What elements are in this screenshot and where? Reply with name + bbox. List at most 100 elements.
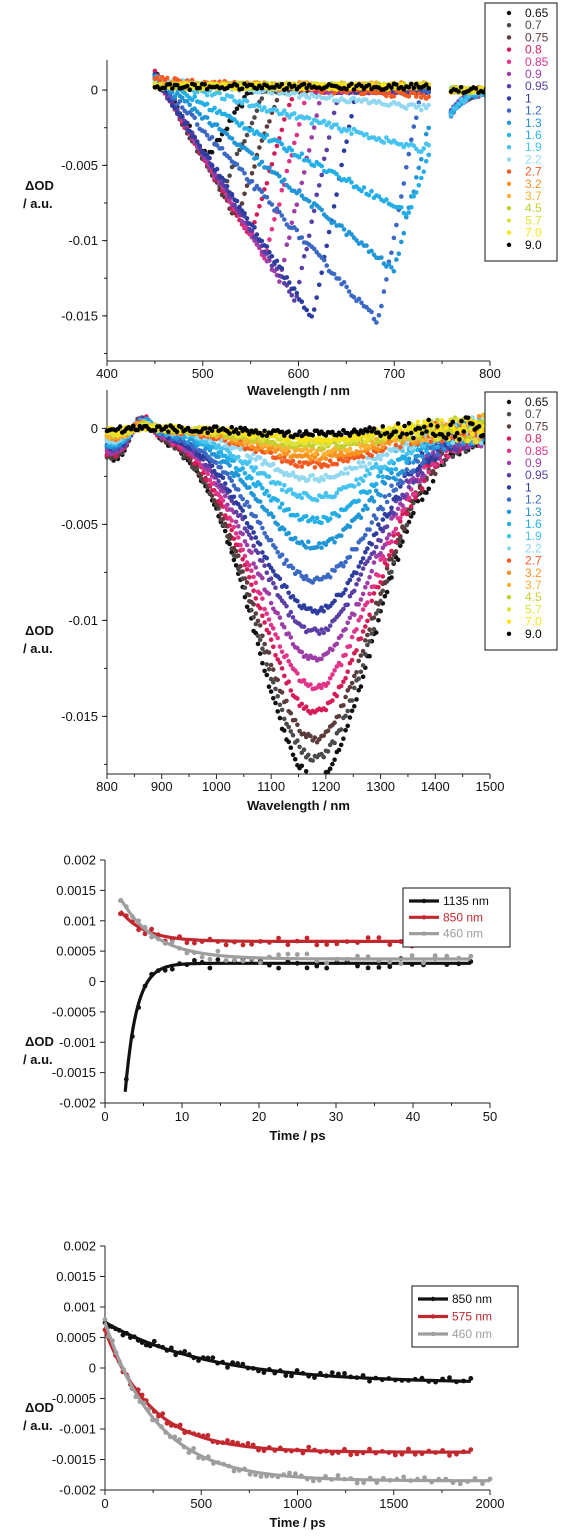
- y-axis-label: ΔOD: [25, 623, 54, 638]
- data-point: [394, 257, 399, 262]
- data-point: [254, 535, 259, 540]
- data-point: [291, 753, 296, 758]
- data-point: [332, 668, 337, 673]
- data-point: [237, 205, 242, 210]
- data-point: [240, 87, 245, 92]
- data-point: [271, 581, 276, 586]
- data-point: [210, 150, 215, 155]
- data-point: [282, 117, 287, 122]
- data-point: [352, 686, 357, 691]
- data-point: [293, 718, 298, 723]
- data-point: [222, 178, 227, 183]
- data-point: [285, 86, 290, 91]
- data-point: [221, 476, 226, 481]
- data-point: [332, 720, 337, 725]
- data-point: [431, 479, 436, 484]
- y-tick-label: -0.005: [61, 158, 98, 173]
- data-point: [361, 508, 366, 513]
- data-point: [232, 495, 237, 500]
- data-point: [367, 83, 372, 88]
- data-point: [251, 602, 256, 607]
- data-point: [345, 709, 350, 714]
- legend-marker: [507, 157, 511, 161]
- data-point: [302, 747, 307, 752]
- data-point: [339, 727, 344, 732]
- data-point: [365, 619, 370, 624]
- data-point: [269, 538, 274, 543]
- data-point: [243, 471, 248, 476]
- data-point: [341, 471, 346, 476]
- data-point: [267, 650, 272, 655]
- data-point: [405, 460, 410, 465]
- plot-area: [153, 69, 489, 325]
- y-tick-label: -0.015: [61, 709, 98, 724]
- data-point: [369, 310, 374, 315]
- data-point: [361, 592, 366, 597]
- data-point: [449, 113, 454, 118]
- data-point: [187, 129, 192, 134]
- data-point: [319, 546, 324, 551]
- data-point: [332, 272, 337, 277]
- data-point: [348, 616, 353, 621]
- data-point: [282, 483, 287, 488]
- data-point: [306, 540, 311, 545]
- data-point: [343, 728, 348, 733]
- data-point: [317, 283, 322, 288]
- y-tick-label: 0: [91, 421, 98, 436]
- data-point: [243, 576, 248, 581]
- data-point: [235, 83, 240, 88]
- data-point: [359, 597, 364, 602]
- data-point: [370, 569, 375, 574]
- data-point: [413, 479, 418, 484]
- data-point: [310, 758, 315, 763]
- data-point: [251, 588, 256, 593]
- data-point: [400, 503, 405, 508]
- data-point: [260, 160, 265, 165]
- data-point: [215, 167, 220, 172]
- data-point: [267, 474, 272, 479]
- data-point: [275, 144, 280, 149]
- data-point: [426, 126, 431, 131]
- data-point: [238, 564, 243, 569]
- data-point: [361, 566, 366, 571]
- data-point: [312, 209, 317, 214]
- data-point: [359, 515, 364, 520]
- data-point: [255, 232, 260, 237]
- data-point: [354, 670, 359, 675]
- data-point: [290, 97, 295, 102]
- x-tick-label: 900: [151, 779, 173, 794]
- data-point: [356, 498, 361, 503]
- data-point: [295, 722, 300, 727]
- legend-marker: [507, 169, 511, 173]
- data-point: [267, 494, 272, 499]
- data-point: [280, 708, 285, 713]
- data-point: [367, 627, 372, 632]
- data-point: [267, 617, 272, 622]
- data-point: [227, 173, 232, 178]
- x-tick-label: 1200: [311, 779, 340, 794]
- data-point: [370, 631, 375, 636]
- data-point: [363, 474, 368, 479]
- data-point: [332, 111, 337, 116]
- data-point: [367, 489, 372, 494]
- data-point: [407, 485, 412, 490]
- data-point: [265, 244, 270, 249]
- data-point: [236, 473, 241, 478]
- data-point: [387, 476, 392, 481]
- data-point: [420, 486, 425, 491]
- data-point: [243, 554, 248, 559]
- data-point: [345, 471, 350, 476]
- x-tick-label: 1300: [366, 779, 395, 794]
- data-point: [291, 615, 296, 620]
- data-point: [332, 204, 337, 209]
- data-point: [304, 545, 309, 550]
- data-point: [363, 464, 368, 469]
- data-point: [284, 653, 289, 658]
- data-point: [409, 205, 414, 210]
- data-point: [399, 194, 404, 199]
- data-point: [302, 170, 307, 175]
- data-point: [374, 531, 379, 536]
- data-point: [356, 564, 361, 569]
- data-point: [249, 476, 254, 481]
- data-point: [236, 524, 241, 529]
